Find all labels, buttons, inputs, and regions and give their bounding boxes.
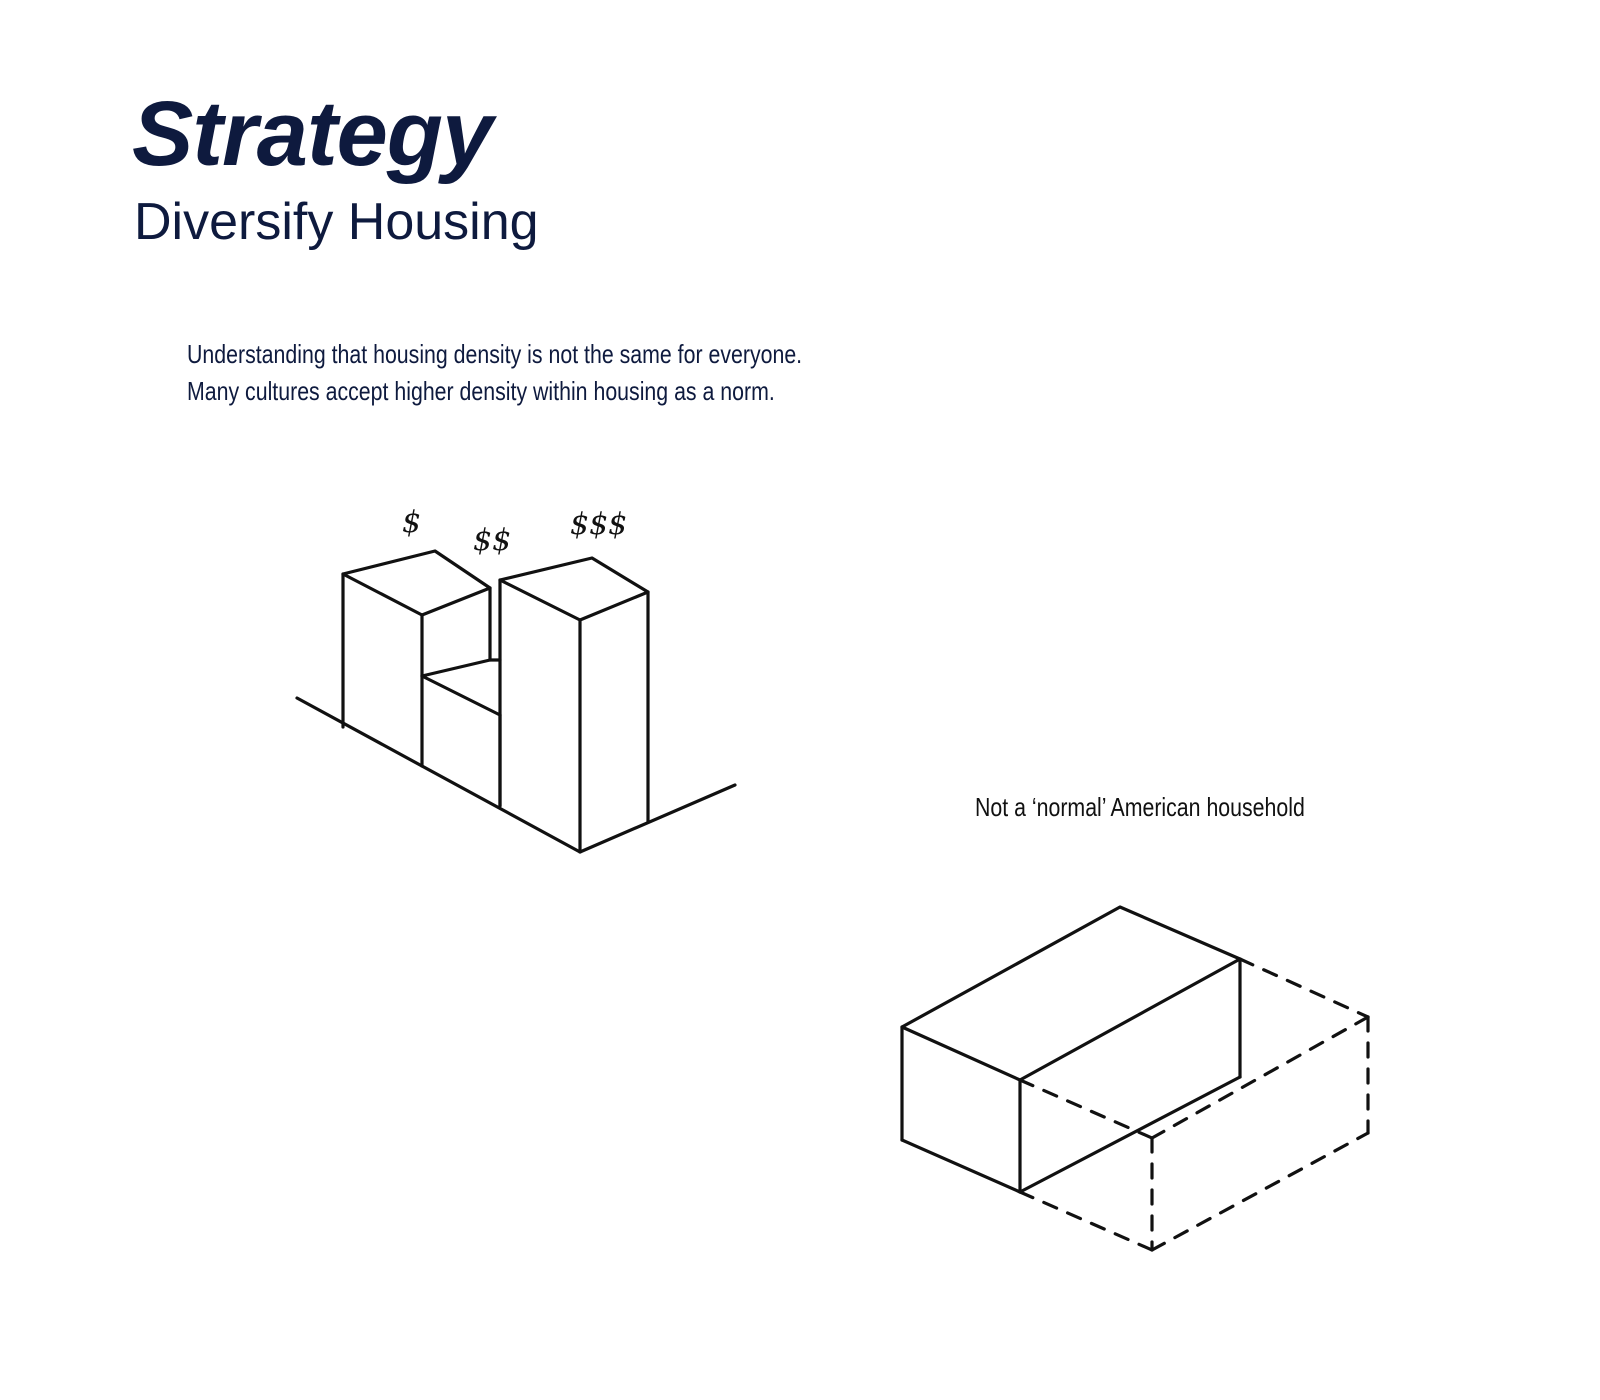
household-dashed-extension [1020,959,1368,1250]
price-label-low: $ [402,508,421,538]
household-solid-box [902,907,1240,1192]
household-box-diagram [902,907,1368,1250]
price-label-mid: $$ [473,526,511,556]
price-label-high: $$$ [570,510,627,540]
building-high-cost [500,558,648,852]
household-caption: Not a ‘normal’ American household [975,794,1305,820]
building-mid-cost [422,660,500,806]
ground-line [297,698,735,852]
